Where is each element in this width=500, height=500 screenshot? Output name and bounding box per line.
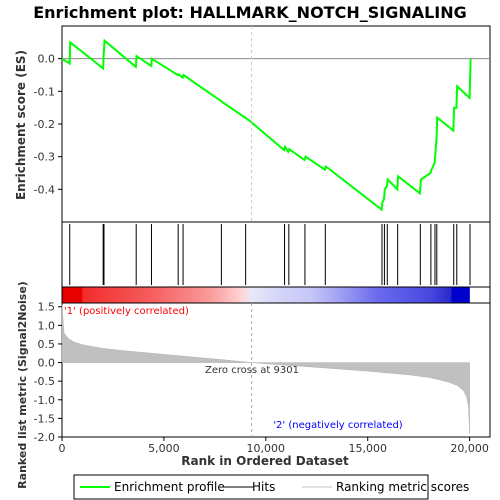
x-tick-label: 5,000 [148,442,180,455]
es-axis-label: Enrichment score (ES) [14,50,28,200]
metric-y-tick-label: -1.0 [34,394,55,407]
negative-correlation-label: '2' (negatively correlated) [273,420,402,431]
legend-label: Hits [252,480,275,494]
positive-correlation-label: '1' (positively correlated) [64,306,189,317]
legend-label: Enrichment profile [114,480,225,494]
es-y-tick-label: -0.4 [34,183,55,196]
gradient-rect [61,286,491,304]
x-tick-label: 0 [59,442,66,455]
metric-y-tick-label: -1.5 [34,412,55,425]
x-axis-label: Rank in Ordered Dataset [181,454,349,468]
x-tick-label: 15,000 [348,442,387,455]
rank-gradient-bar [61,286,491,304]
metric-panel: 1.5 1.0 0.5 0.0 -0.5 -1.0 -1.5 -2.0 0 5,000 10,000… [34,301,491,455]
metric-y-tick-label: 1.5 [38,301,56,314]
es-y-tick-label: -0.1 [34,85,55,98]
x-tick-label: 20,000 [450,442,489,455]
metric-y-tick-label: 0.5 [38,338,56,351]
hits-panel [61,221,491,288]
chart-title: Enrichment plot: HALLMARK_NOTCH_SIGNALIN… [33,3,467,22]
x-tick-label: 10,000 [247,442,286,455]
legend: Enrichment profile Hits Ranking metric sco… [73,474,469,500]
ranking-metric-area [61,304,470,434]
metric-y-tick-label: 0.0 [38,357,56,370]
es-y-tick-label: -0.3 [34,151,55,164]
es-y-tick-label: 0.0 [38,53,56,66]
metric-axis-label: Ranked list metric (Signal2Noise) [16,281,29,489]
es-y-tick-label: -0.2 [34,118,55,131]
hits-frame [61,221,491,288]
metric-y-tick-label: -2.0 [34,431,55,444]
metric-y-tick-label: -0.5 [34,375,55,388]
zero-cross-label: Zero cross at 9301 [205,365,299,376]
es-plot-frame [61,25,491,223]
metric-y-tick-label: 1.0 [38,319,56,332]
es-panel: 0.0 -0.1 -0.2 -0.3 -0.4 [34,25,491,223]
enrichment-profile-line [61,38,472,212]
legend-label: Ranking metric scores [336,480,469,494]
